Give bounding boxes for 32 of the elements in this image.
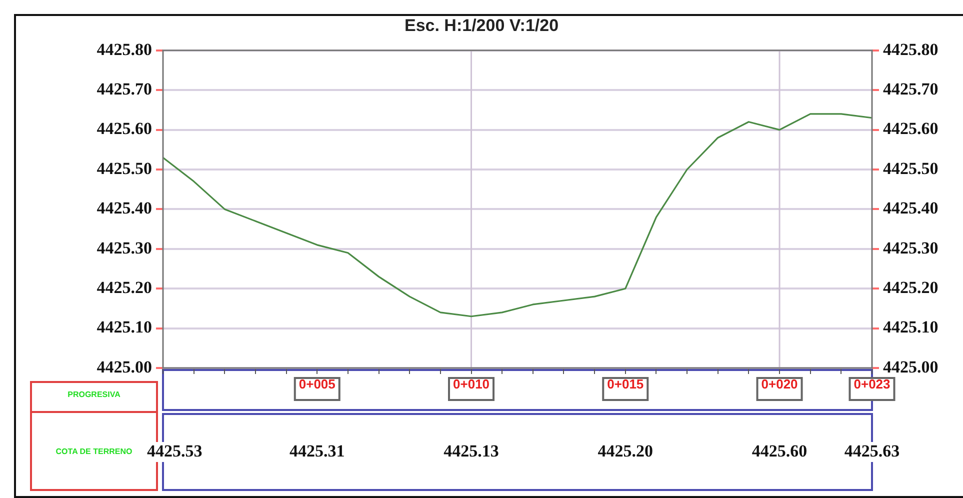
text: COTA DE TERRENO — [56, 447, 132, 456]
data-label: 4425.20 — [598, 441, 654, 460]
y-tick-label: 4425.70 — [96, 79, 152, 98]
y-tick-label: 4425.20 — [96, 278, 152, 297]
y-tick-label: 4425.40 — [96, 198, 152, 218]
data-label: 4425.53 — [147, 441, 202, 460]
y2-tick-label: 4425.40 — [883, 198, 938, 218]
data-label: 4425.13 — [444, 441, 499, 460]
y-tick-label: 4425.00 — [96, 357, 152, 376]
x-tick-label: 0+015 — [607, 376, 644, 392]
y2-tick-label: 4425.20 — [883, 278, 938, 297]
x-tick-label: 0+010 — [453, 376, 490, 392]
y2-tick-label: 4425.10 — [883, 318, 938, 337]
data-label: 4425.63 — [844, 441, 900, 460]
chart-title: Esc. H:1/200 V:1/20 — [404, 16, 559, 35]
y2-tick-label: 4425.30 — [883, 238, 938, 258]
x-tick-label: 0+005 — [298, 376, 336, 392]
y2-tick-label: 4425.60 — [883, 119, 938, 138]
y-tick-label: 4425.50 — [96, 158, 152, 178]
y-tick-label: 4425.10 — [96, 318, 152, 337]
y2-tick-label: 4425.50 — [883, 158, 938, 178]
y-tick-label: 4425.60 — [96, 119, 152, 138]
y-tick-label: 4425.30 — [96, 238, 152, 258]
y2-tick-label: 4425.80 — [883, 40, 938, 59]
x-tick-label: 0+020 — [761, 376, 798, 392]
y-tick-label: 4425.80 — [96, 40, 152, 59]
data-label: 4425.60 — [752, 441, 808, 460]
x-tick-label: 0+023 — [854, 376, 890, 392]
data-label: 4425.31 — [290, 441, 345, 460]
y2-tick-label: 4425.70 — [883, 79, 938, 98]
y2-tick-label: 4425.00 — [883, 357, 938, 376]
text: PROGRESIVA — [68, 390, 121, 400]
